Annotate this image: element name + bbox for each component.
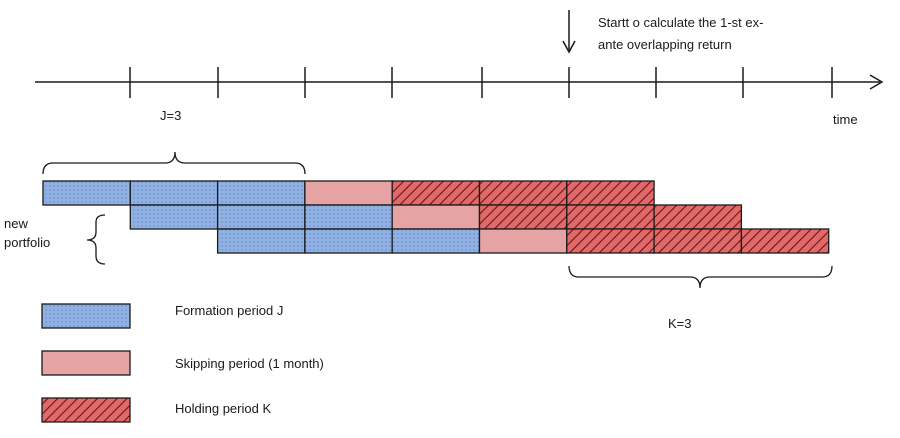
time-axis: [35, 67, 884, 98]
legend-swatch-formation: [41, 303, 131, 329]
holding-period-cell: [566, 204, 655, 230]
formation-period-cell: [216, 204, 306, 230]
time-label: time: [833, 112, 858, 127]
legend-swatch-skipping: [41, 350, 131, 376]
annotation-line-1: Startt o calculate the 1-st ex-: [598, 15, 764, 30]
k-label: K=3: [668, 316, 692, 331]
holding-period-cell: [478, 180, 568, 206]
formation-period-cell: [42, 180, 131, 206]
j-label: J=3: [160, 108, 182, 123]
portfolio-label: new portfolio: [4, 214, 50, 252]
formation-period-cell: [216, 180, 306, 206]
start-arrow: [562, 10, 576, 54]
formation-period-cell: [129, 180, 219, 206]
holding-period-cell: [566, 228, 655, 254]
skipping-period-cell: [391, 204, 481, 230]
formation-period-cell: [216, 228, 306, 254]
holding-period-cell: [653, 204, 743, 230]
legend-label-formation: Formation period J: [175, 303, 284, 318]
formation-period-cell: [129, 204, 219, 230]
portfolio-brace: [86, 214, 106, 265]
k-brace: [568, 265, 833, 289]
axis-ticks: [129, 67, 833, 98]
legend-label-skipping: Skipping period (1 month): [175, 356, 324, 371]
skipping-period-cell: [304, 180, 393, 206]
legend-label-holding: Holding period K: [175, 401, 272, 416]
holding-period-cell: [740, 228, 830, 254]
legend-swatch-holding: [41, 397, 131, 423]
holding-period-cell: [391, 180, 481, 206]
portfolio-label-line-1: new: [4, 216, 28, 231]
j-brace: [42, 151, 306, 175]
formation-period-cell: [391, 228, 481, 254]
formation-period-cell: [304, 204, 393, 230]
portfolio-label-line-2: portfolio: [4, 235, 51, 250]
skipping-period-cell: [478, 228, 568, 254]
axis-arrowhead: [869, 74, 884, 90]
formation-period-cell: [304, 228, 393, 254]
start-annotation: Startt o calculate the 1-st ex- ante ove…: [598, 12, 763, 56]
holding-period-cell: [478, 204, 568, 230]
holding-period-cell: [566, 180, 655, 206]
legend-swatches: [41, 303, 131, 423]
holding-period-cell: [653, 228, 743, 254]
annotation-line-2: ante overlapping return: [598, 37, 732, 52]
period-grid: [42, 180, 830, 254]
